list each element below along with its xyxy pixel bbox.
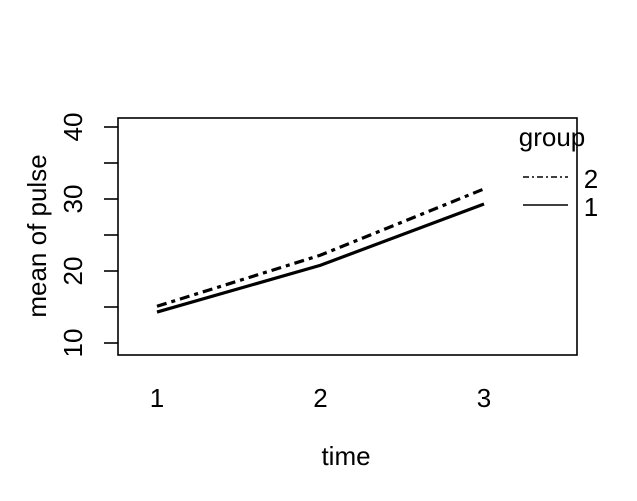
series-line-group-1 — [156, 202, 485, 314]
legend-entries: 21 — [523, 164, 598, 222]
y-tick-label: 30 — [58, 185, 88, 214]
legend-title: group — [519, 122, 586, 152]
y-axis-title: mean of pulse — [22, 154, 52, 317]
plot-box — [117, 117, 578, 356]
x-tick-label: 2 — [313, 383, 327, 413]
x-tick-label: 3 — [477, 383, 491, 413]
legend-entry-label: 1 — [584, 192, 598, 222]
y-axis-ticks — [104, 126, 118, 344]
y-tick-label: 10 — [58, 329, 88, 358]
y-tick-label: 20 — [58, 257, 88, 286]
y-tick-label: 40 — [58, 113, 88, 142]
series-lines — [156, 187, 485, 314]
x-tick-label: 1 — [150, 383, 164, 413]
x-axis-title: time — [321, 441, 370, 471]
y-axis-tick-labels: 10 20 30 40 — [58, 113, 88, 358]
legend-entry-label: 2 — [584, 164, 598, 194]
x-axis-tick-labels: 1 2 3 — [150, 383, 491, 413]
series-line-group-2 — [156, 187, 485, 308]
